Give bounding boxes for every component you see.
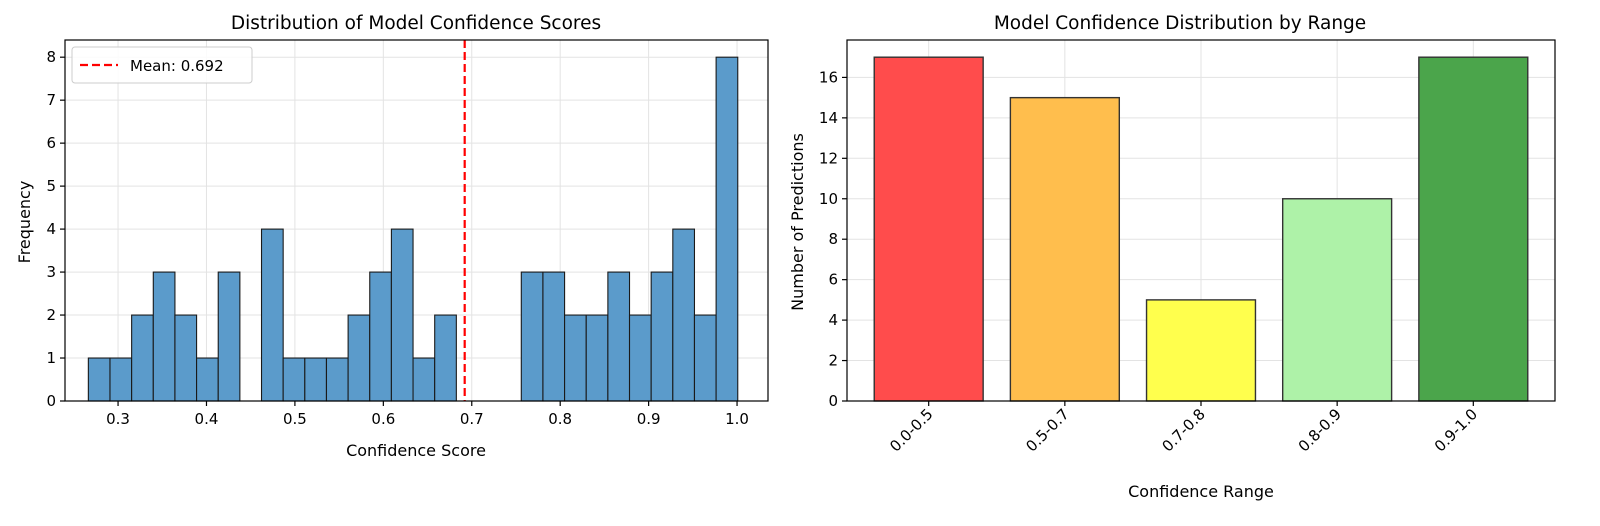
range-bar [1281, 198, 1393, 402]
range-y-tick-label: 14 [819, 109, 838, 127]
range-y-tick-label: 2 [828, 352, 838, 370]
histogram-title: Distribution of Model Confidence Scores [231, 13, 601, 34]
range-y-tick-label: 8 [828, 230, 838, 248]
histogram-y-tick-label: 1 [46, 349, 56, 367]
histogram-bar [607, 271, 631, 402]
histogram-y-tick-label: 0 [46, 392, 56, 410]
histogram-y-tick-label: 5 [46, 177, 56, 195]
histogram-bar [260, 228, 284, 402]
histogram-x-tick-label: 0.5 [283, 410, 307, 428]
histogram-bar [304, 357, 328, 402]
histogram-bar [715, 56, 739, 402]
range-x-tick-label: 0.7-0.8 [1159, 405, 1209, 455]
legend-mean-label: Mean: 0.692 [130, 57, 224, 75]
histogram-bar [520, 271, 544, 402]
histogram-bar [672, 228, 696, 402]
histogram-bar [325, 357, 349, 402]
histogram-bar [542, 271, 566, 402]
histogram-bar [369, 271, 392, 402]
histogram-x-tick-label: 0.8 [548, 410, 572, 428]
histogram-y-tick-label: 7 [46, 91, 56, 109]
histogram-bar [196, 357, 219, 402]
histogram-y-axis-label: Frequency [15, 181, 34, 264]
histogram-bar [347, 314, 371, 402]
histogram-bar [650, 271, 674, 402]
range-bar [873, 56, 984, 402]
histogram-bar [131, 314, 154, 402]
histogram-y-tick-label: 4 [46, 220, 56, 238]
histogram-legend: Mean: 0.692 [71, 46, 253, 84]
range-y-tick-label: 16 [819, 68, 838, 86]
range-bar-chart: Model Confidence Distribution by Range C… [788, 13, 1556, 501]
histogram-y-tick-label: 2 [46, 306, 56, 324]
histogram-x-axis-label: Confidence Score [346, 441, 486, 460]
histogram-bar [434, 314, 457, 402]
range-y-axis-label: Number of Predictions [788, 133, 807, 311]
histogram-bar [628, 314, 652, 402]
range-bar [1009, 96, 1121, 402]
range-bar [1418, 56, 1529, 402]
histogram-x-tick-label: 1.0 [725, 410, 749, 428]
range-x-tick-label: 0.5-0.7 [1022, 405, 1072, 455]
histogram-bar [109, 357, 133, 402]
range-bar [1145, 299, 1257, 402]
range-y-tick-label: 4 [828, 311, 838, 329]
histogram-x-tick-label: 0.6 [371, 410, 395, 428]
histogram-plot-frame [64, 39, 769, 402]
range-chart-title: Model Confidence Distribution by Range [994, 13, 1366, 34]
histogram-x-tick-label: 0.3 [106, 410, 130, 428]
histogram-bar [693, 314, 717, 402]
histogram-bar [174, 314, 198, 402]
histogram-y-tick-label: 6 [46, 134, 56, 152]
range-x-tick-label: 0.9-1.0 [1431, 405, 1481, 455]
range-x-tick-label: 0.0-0.5 [886, 405, 936, 455]
histogram-bar [217, 271, 241, 402]
histogram-x-tick-label: 0.4 [195, 410, 219, 428]
range-y-tick-label: 6 [828, 271, 838, 289]
range-x-axis-label: Confidence Range [1128, 482, 1274, 501]
range-y-tick-label: 10 [819, 190, 838, 208]
histogram-bar [585, 314, 609, 402]
histogram-bar [152, 271, 176, 402]
histogram-bar [87, 357, 111, 402]
range-x-tick-label: 0.8-0.9 [1295, 405, 1345, 455]
range-y-tick-label: 0 [828, 392, 838, 410]
histogram-bar [390, 228, 414, 402]
histogram-y-tick-label: 3 [46, 263, 56, 281]
histogram-bar [564, 314, 587, 402]
range-y-tick-label: 12 [819, 149, 838, 167]
histogram-x-tick-label: 0.7 [460, 410, 484, 428]
legend-box [71, 46, 253, 84]
histogram-y-tick-label: 8 [46, 48, 56, 66]
histogram-chart: Distribution of Model Confidence Scores … [15, 13, 769, 460]
histogram-bar [412, 357, 436, 402]
histogram-bar [282, 357, 306, 402]
histogram-x-tick-label: 0.9 [637, 410, 661, 428]
